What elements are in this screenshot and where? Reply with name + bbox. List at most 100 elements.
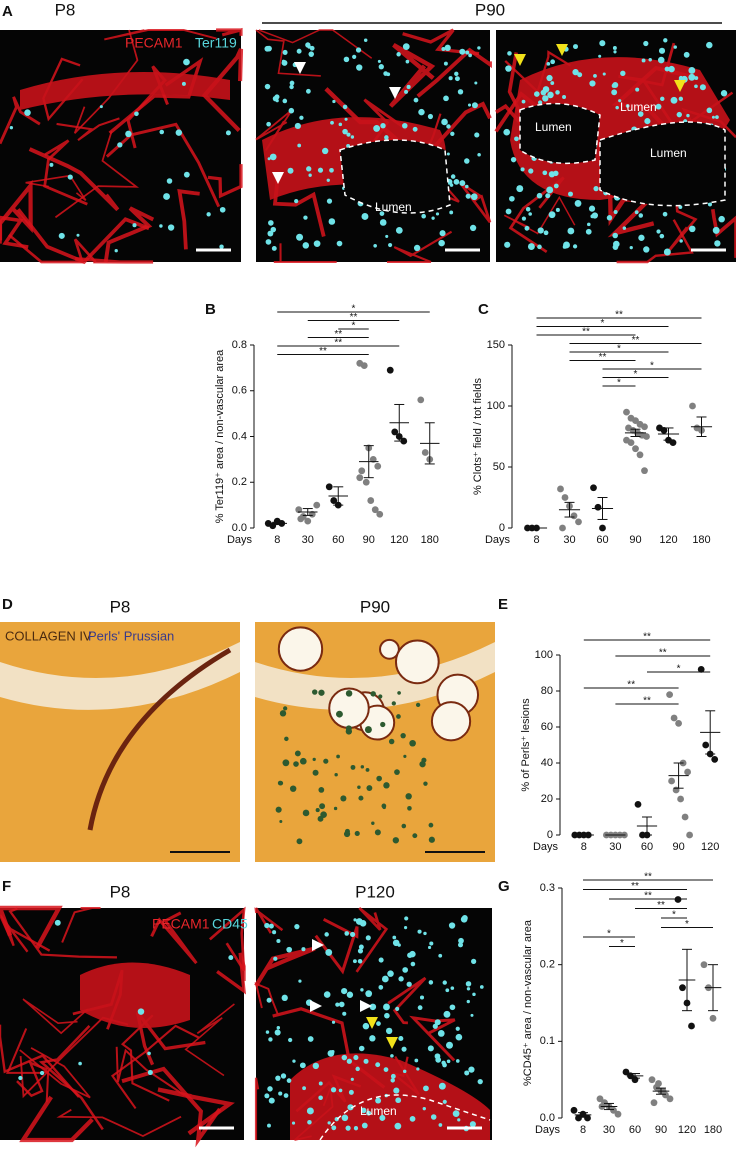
significance-label: ** [334, 338, 342, 349]
cell [662, 211, 668, 217]
cell [412, 126, 418, 132]
cell [356, 64, 363, 71]
cell [265, 1030, 270, 1034]
iron-deposit [340, 795, 347, 802]
iron-deposit [405, 793, 412, 800]
significance-label: * [650, 361, 654, 372]
cell [395, 1097, 402, 1104]
cell [278, 1091, 283, 1096]
data-point [599, 524, 606, 532]
cell [528, 212, 532, 216]
cell [298, 979, 302, 983]
vessel [258, 29, 373, 59]
data-point [304, 517, 312, 525]
cell [266, 997, 272, 1003]
cell [385, 1027, 393, 1035]
vessel [0, 179, 33, 241]
data-point [614, 1110, 622, 1118]
cell [465, 50, 470, 55]
cell [550, 81, 555, 85]
iron-deposit [354, 830, 360, 837]
data-point [575, 518, 582, 526]
cell [507, 51, 512, 56]
cell [296, 48, 302, 54]
vessel-body [20, 72, 230, 110]
vessel [103, 206, 155, 263]
cell [301, 947, 306, 952]
cell [442, 1099, 447, 1104]
cell [392, 935, 397, 940]
data-point [584, 1114, 591, 1122]
iron-deposit [296, 838, 303, 845]
vessel [16, 1060, 48, 1098]
cell [344, 117, 348, 121]
vessel [87, 647, 232, 831]
cell [289, 84, 294, 90]
cell [286, 1078, 292, 1083]
arrowhead [294, 62, 306, 74]
iron-deposit [289, 785, 297, 792]
cell [286, 946, 293, 953]
data-point [623, 408, 630, 416]
data-point [655, 1080, 662, 1087]
iron-deposit [350, 764, 356, 770]
cell [520, 167, 525, 172]
significance-label: ** [643, 632, 651, 643]
y-tick-label: 0.4 [232, 430, 247, 442]
significance-label: * [352, 304, 356, 315]
cell [416, 1067, 420, 1071]
cell [438, 1082, 446, 1090]
cell [175, 129, 183, 136]
vessel [389, 42, 436, 108]
lumen-label: Lumen [535, 120, 572, 134]
iron-deposit [336, 710, 343, 718]
cell [688, 73, 696, 81]
vessel [150, 911, 198, 965]
data-point [689, 402, 696, 410]
x-axis-label: Days [533, 841, 559, 853]
data-point [360, 362, 368, 369]
cell [443, 1010, 451, 1018]
cell [355, 47, 362, 53]
cell [612, 45, 617, 50]
iron-deposit [318, 787, 325, 793]
significance-label: * [617, 344, 621, 355]
cell [613, 210, 618, 214]
iron-deposit [396, 714, 401, 719]
cell [525, 206, 531, 212]
cell [54, 919, 61, 926]
cell [450, 131, 455, 136]
cell [454, 71, 459, 77]
cell [699, 84, 706, 91]
y-tick-label: 60 [541, 721, 553, 733]
iron-deposit [415, 702, 421, 708]
cell [572, 68, 579, 76]
vessel [56, 117, 120, 142]
iron-deposit [323, 758, 329, 764]
vessel [216, 952, 247, 995]
data-point [376, 510, 384, 518]
iron-deposit [376, 775, 382, 782]
cell [288, 1037, 293, 1043]
cell [683, 51, 690, 58]
cell [417, 1005, 423, 1011]
cell [431, 216, 435, 220]
data-point [709, 1014, 717, 1022]
data-point [641, 467, 648, 475]
cell [342, 104, 348, 110]
cell [586, 222, 591, 227]
vessel [115, 1046, 186, 1097]
cell [398, 1036, 404, 1042]
vessel [665, 198, 698, 255]
cell [453, 179, 460, 185]
cell [302, 1086, 306, 1091]
data-point [702, 741, 710, 749]
cell [509, 195, 515, 202]
iron-deposit [275, 806, 282, 813]
cell [268, 220, 274, 226]
cell [641, 58, 646, 63]
y-tick-label: 0 [547, 829, 553, 841]
cell [445, 988, 450, 993]
cell [9, 125, 14, 130]
error-bar [656, 1087, 666, 1095]
